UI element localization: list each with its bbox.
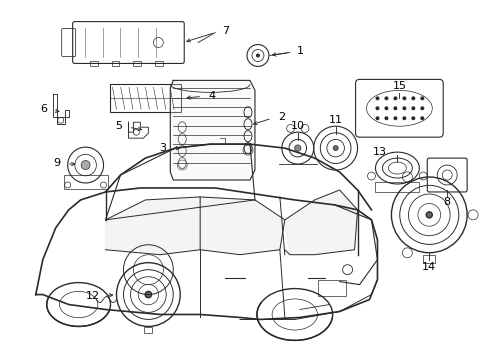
Text: 14: 14	[421, 262, 435, 272]
Text: 6: 6	[40, 104, 47, 114]
Text: 3: 3	[159, 143, 166, 153]
Bar	[155, 62, 163, 67]
Text: 10: 10	[290, 121, 304, 131]
Circle shape	[410, 106, 414, 110]
Text: 4: 4	[208, 91, 215, 101]
Text: 13: 13	[372, 147, 386, 157]
Circle shape	[393, 116, 397, 120]
Polygon shape	[105, 197, 200, 255]
Polygon shape	[200, 197, 285, 255]
Text: 11: 11	[328, 115, 342, 125]
Bar	[133, 62, 141, 67]
Circle shape	[375, 106, 379, 110]
Text: 7: 7	[222, 26, 229, 36]
Circle shape	[402, 116, 406, 120]
Text: 12: 12	[85, 291, 100, 301]
Circle shape	[393, 106, 397, 110]
Circle shape	[393, 96, 397, 100]
Circle shape	[420, 116, 424, 120]
Circle shape	[402, 106, 406, 110]
Polygon shape	[285, 190, 357, 255]
Circle shape	[426, 212, 431, 218]
Circle shape	[420, 96, 424, 100]
Bar	[109, 84, 181, 112]
Bar	[423, 255, 434, 263]
Circle shape	[145, 291, 151, 298]
Circle shape	[410, 96, 414, 100]
Circle shape	[402, 96, 406, 100]
Circle shape	[375, 116, 379, 120]
Text: 15: 15	[391, 81, 406, 91]
Circle shape	[332, 145, 338, 151]
Text: 5: 5	[115, 121, 122, 131]
Bar	[317, 280, 345, 296]
Bar	[144, 328, 152, 333]
Circle shape	[384, 116, 387, 120]
Text: 1: 1	[296, 45, 303, 55]
Bar	[111, 62, 119, 67]
Circle shape	[294, 145, 301, 151]
Bar	[63, 175, 107, 189]
Text: 8: 8	[443, 197, 450, 207]
Bar	[89, 62, 98, 67]
Circle shape	[255, 54, 260, 58]
Circle shape	[375, 96, 379, 100]
Text: 9: 9	[54, 158, 61, 168]
Text: 2: 2	[277, 112, 285, 122]
Circle shape	[384, 96, 387, 100]
Circle shape	[420, 106, 424, 110]
Circle shape	[81, 161, 90, 170]
Circle shape	[384, 106, 387, 110]
Circle shape	[410, 116, 414, 120]
Bar	[375, 182, 419, 192]
Polygon shape	[170, 80, 254, 180]
